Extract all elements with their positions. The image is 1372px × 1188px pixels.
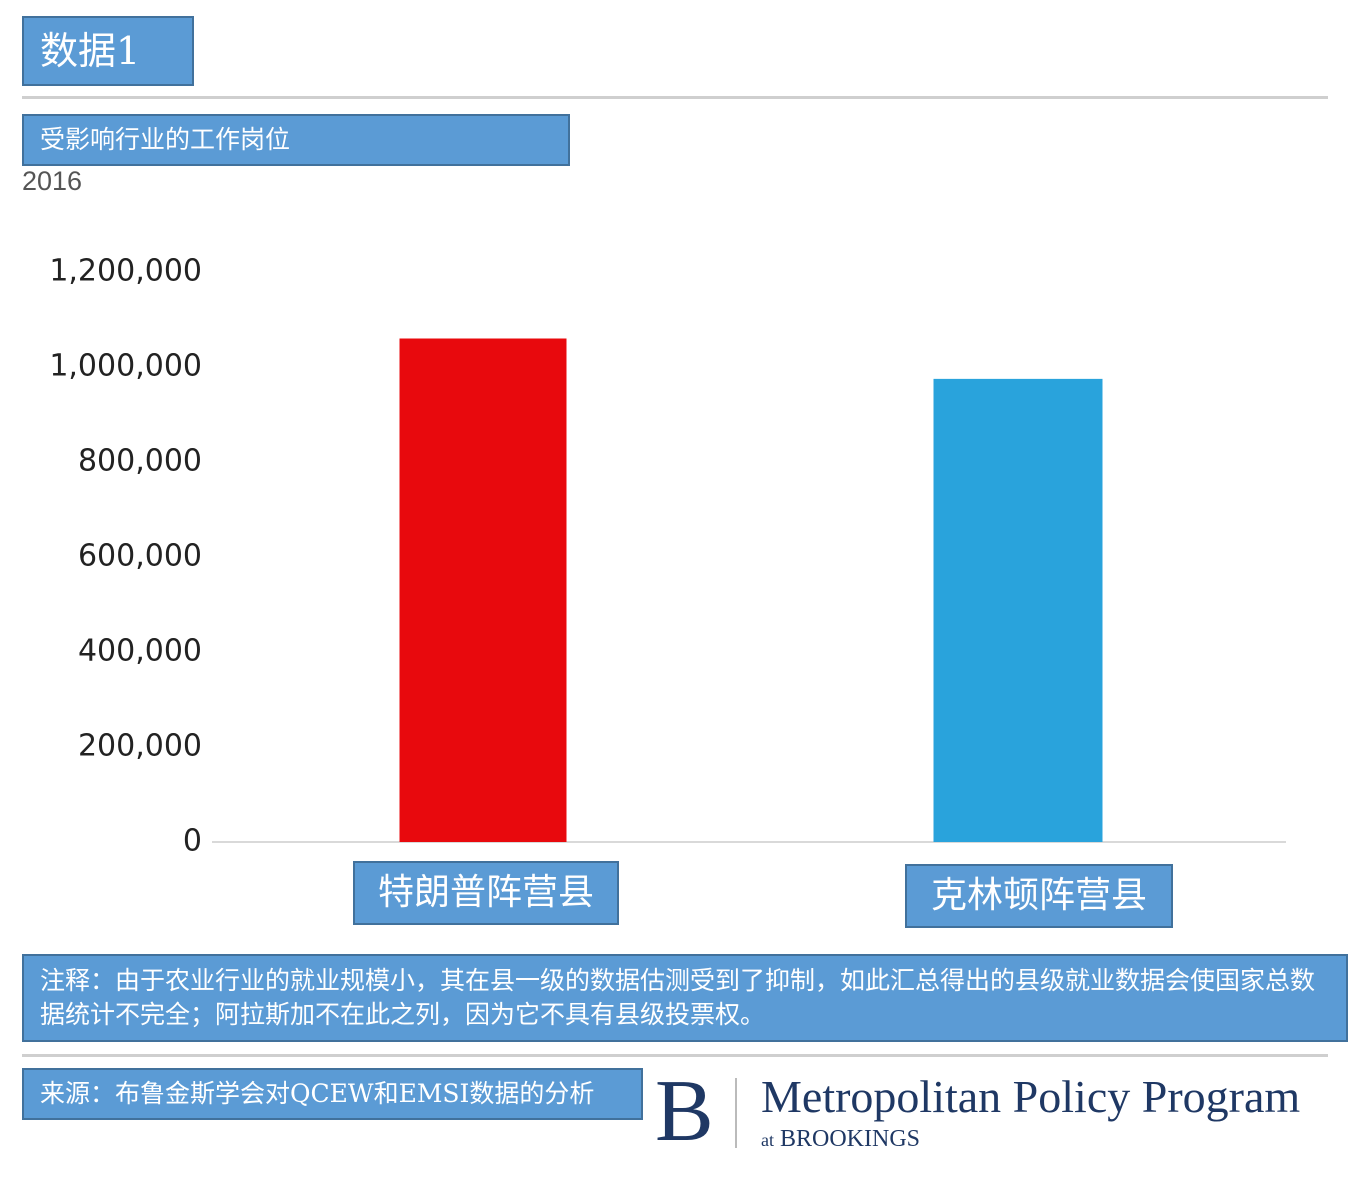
logo-program-name: Metropolitan Policy Program	[761, 1071, 1301, 1122]
top-divider	[22, 96, 1328, 99]
chart-subtitle: 2016	[22, 166, 83, 196]
y-tick-label: 1,000,000	[49, 349, 202, 384]
chart-source: 来源：布鲁金斯学会对QCEW和EMSI数据的分析	[22, 1068, 643, 1120]
chart-title: 受影响行业的工作岗位	[22, 114, 570, 166]
category-label-clinton: 克林顿阵营县	[905, 864, 1173, 928]
logo-affiliation-prefix: at	[761, 1130, 774, 1150]
y-tick-label: 600,000	[78, 539, 202, 574]
y-tick-label: 0	[183, 824, 202, 859]
logo-letter: B	[655, 1063, 714, 1160]
y-tick-label: 800,000	[78, 444, 202, 479]
brookings-logo: B Metropolitan Policy Program at BROOKIN…	[655, 1068, 1335, 1158]
figure-label: 数据1	[22, 16, 194, 86]
chart-note: 注释：由于农业行业的就业规模小，其在县一级的数据估测受到了抑制，如此汇总得出的县…	[22, 954, 1348, 1042]
y-tick-label: 400,000	[78, 634, 202, 669]
logo-affiliation: at BROOKINGS	[761, 1126, 920, 1153]
bar-clinton	[933, 378, 1103, 842]
y-tick-label: 1,200,000	[49, 254, 202, 289]
category-label-trump: 特朗普阵营县	[353, 861, 619, 925]
logo-affiliation-name: BROOKINGS	[780, 1126, 921, 1152]
y-tick-label: 200,000	[78, 729, 202, 764]
logo-divider	[735, 1078, 737, 1148]
bottom-divider	[22, 1054, 1328, 1057]
bar-trump	[399, 338, 567, 842]
